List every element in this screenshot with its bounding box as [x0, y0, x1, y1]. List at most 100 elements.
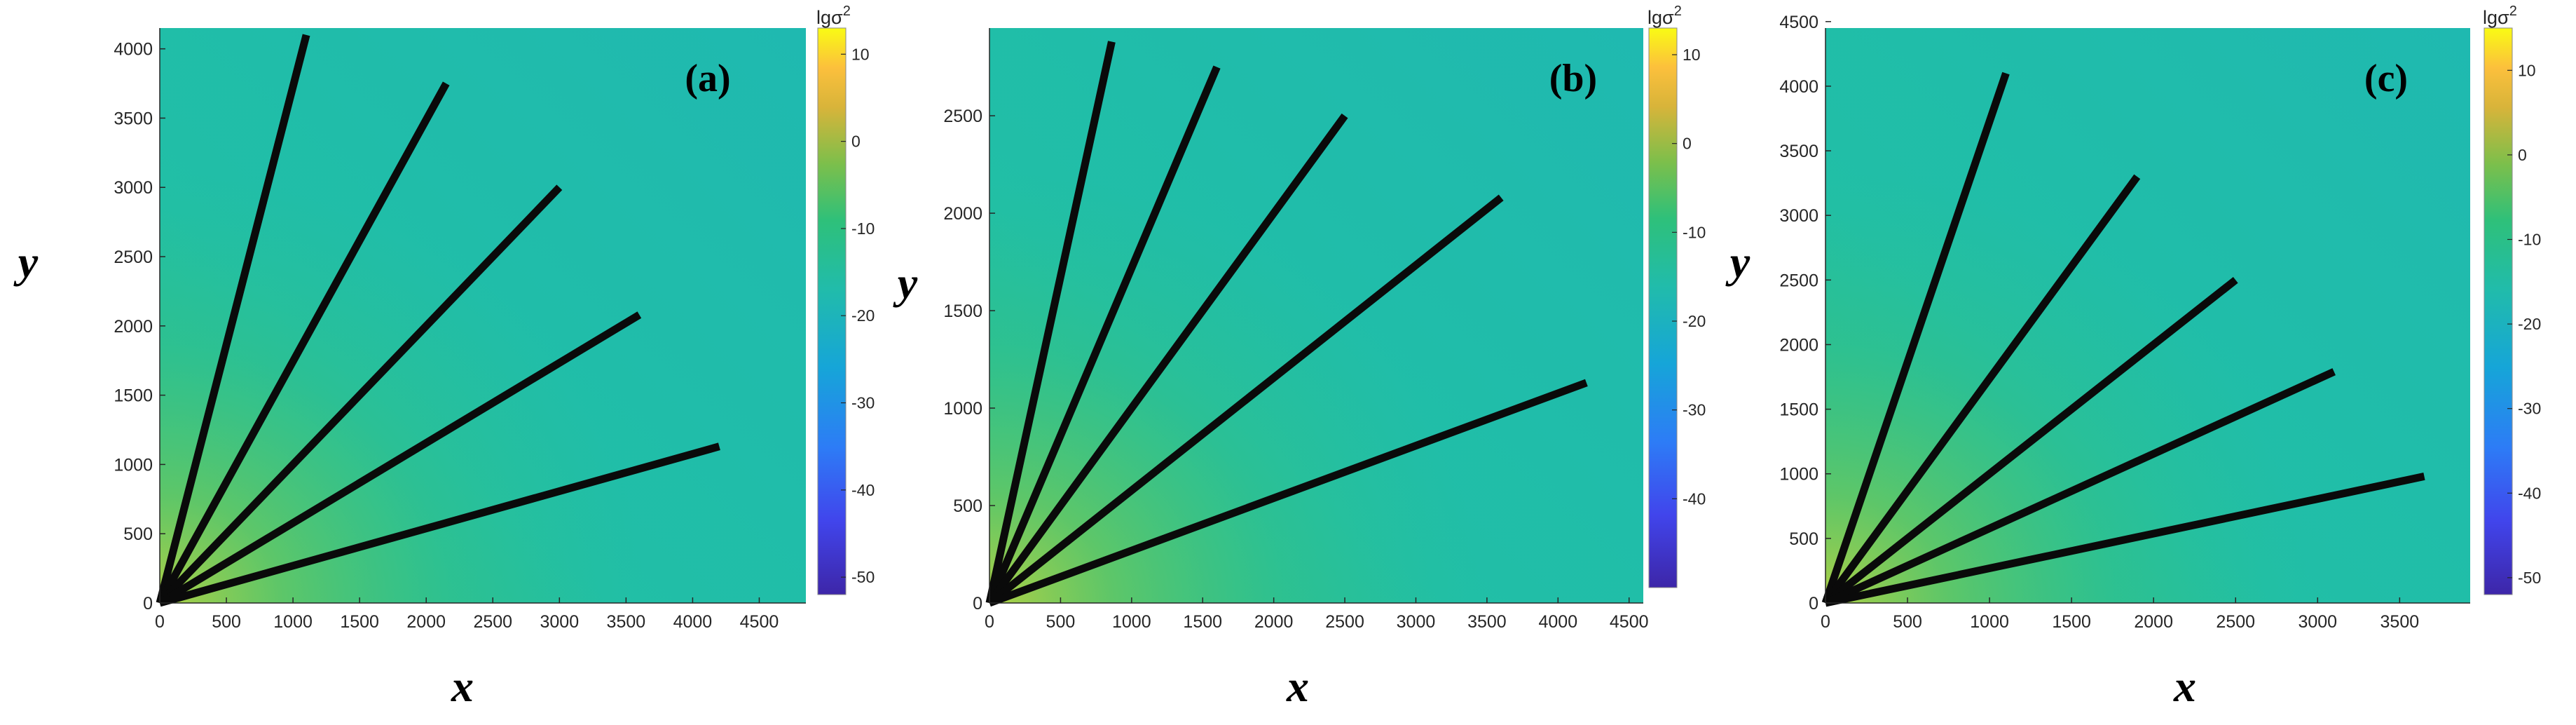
y-tick-label: 2500: [1779, 271, 1818, 290]
colorbar-tick-label: -30: [2518, 400, 2541, 418]
y-tick-label: 1000: [943, 399, 982, 419]
y-tick-label: 3500: [114, 109, 153, 128]
ray-line-1: [1821, 72, 2010, 604]
ray-line-1: [985, 41, 1116, 604]
y-tick-label: 1000: [1779, 465, 1818, 485]
ray-line-2: [985, 65, 1221, 605]
x-tick-label: 3500: [1467, 612, 1507, 632]
y-axis-label: y: [1725, 237, 1751, 287]
colorbar-tick-label: -40: [851, 481, 875, 499]
ray-line-2: [1822, 174, 2141, 606]
x-tick-label: 4500: [1610, 612, 1649, 632]
colorbar-title: lgσ2: [1647, 4, 1682, 28]
x-tick-label: 0: [155, 612, 165, 632]
colorbar-tick-label: -50: [851, 568, 875, 586]
x-axis-label: x: [1286, 661, 1309, 711]
colorbar-tick-label: 0: [1683, 135, 1692, 153]
panel-1: 0 500 1000 1500 2000 2500 3000 3500 4000 4500 0 500…: [13, 4, 875, 711]
y-tick-label: 2000: [1779, 335, 1818, 355]
x-tick-label: 4000: [1538, 612, 1577, 632]
colorbar-tick-label: -20: [2518, 315, 2541, 333]
y-tick-label: 3000: [114, 178, 153, 198]
y-tick-label: 1500: [114, 386, 153, 406]
y-axis-label: y: [13, 237, 39, 287]
ray-line-1: [156, 34, 310, 604]
panel-2: 0 500 1000 1500 2000 2500 3000 3500 4000 4500 0 500…: [893, 4, 1706, 711]
panel-label: (a): [685, 57, 730, 100]
colorbar: [817, 27, 847, 595]
y-tick-label: 3500: [1779, 142, 1818, 161]
x-tick-label: 2500: [2216, 612, 2255, 632]
y-tick-label: 4500: [1779, 13, 1818, 32]
y-tick-label: 2000: [114, 317, 153, 337]
colorbar-tick-label: -40: [1683, 489, 1706, 508]
x-tick-label: 2000: [1254, 612, 1294, 632]
x-tick-label: 3500: [2380, 612, 2420, 632]
colorbar-tick-label: -10: [1683, 223, 1706, 241]
y-tick-label: 2000: [943, 204, 982, 224]
y-tick-label: 0: [143, 594, 153, 614]
ray-line-5: [158, 442, 720, 607]
x-tick-label: 1500: [1183, 612, 1222, 632]
x-tick-label: 4500: [740, 612, 779, 632]
colorbar-tick-label: 0: [851, 133, 861, 151]
colorbar-tick-label: -30: [1683, 401, 1706, 419]
x-tick-label: 0: [1821, 612, 1830, 632]
colorbar-tick-label: -40: [2518, 484, 2541, 502]
x-tick-label: 500: [1893, 612, 1922, 632]
colorbar: [1648, 27, 1678, 588]
ray-line-5: [1824, 473, 2425, 607]
x-tick-label: 2500: [473, 612, 512, 632]
colorbar-tick-label: -10: [2518, 230, 2541, 248]
x-tick-label: 2500: [1325, 612, 1364, 632]
colorbar-tick-label: -20: [851, 306, 875, 325]
colorbar-tick-label: -20: [1683, 312, 1706, 330]
ray-line-4: [987, 194, 1504, 607]
x-axis-label: x: [451, 661, 474, 711]
x-tick-label: 1000: [273, 612, 313, 632]
colorbar-tick-label: -50: [2518, 569, 2541, 587]
y-tick-label: 0: [1809, 594, 1818, 614]
x-tick-label: 3000: [1397, 612, 1436, 632]
y-tick-label: 1500: [943, 301, 982, 321]
y-tick-label: 3000: [1779, 206, 1818, 226]
ray-line-3: [157, 184, 563, 606]
y-tick-label: 4000: [114, 40, 153, 60]
y-tick-label: 2500: [114, 248, 153, 267]
x-tick-label: 3000: [540, 612, 579, 632]
x-tick-label: 3000: [2298, 612, 2337, 632]
x-tick-label: 500: [1046, 612, 1076, 632]
y-tick-label: 2500: [943, 107, 982, 126]
panel-label: (c): [2364, 57, 2408, 100]
x-axis-label: x: [2173, 661, 2196, 711]
colorbar-tick-label: 0: [2518, 146, 2527, 164]
y-tick-label: 500: [123, 524, 153, 544]
y-tick-label: 1000: [114, 455, 153, 475]
x-tick-label: 1000: [1970, 612, 2009, 632]
colorbar-tick-label: -10: [851, 219, 875, 238]
y-tick-label: 0: [973, 594, 982, 614]
y-tick-label: 500: [1789, 529, 1818, 549]
y-axis-label: y: [893, 258, 918, 308]
ray-line-3: [1823, 277, 2238, 607]
field-hotspot: [989, 172, 1480, 603]
x-tick-label: 4000: [673, 612, 713, 632]
ray-line-3: [986, 113, 1348, 606]
x-tick-label: 500: [212, 612, 241, 632]
colorbar-tick-label: 10: [2518, 61, 2536, 79]
x-tick-label: 2000: [406, 612, 446, 632]
colorbar-tick-label: -30: [851, 394, 875, 412]
x-tick-label: 2000: [2134, 612, 2173, 632]
panel-3: 0 500 1000 1500 2000 2500 3000 3500 0 500 1000 1500…: [1725, 4, 2541, 711]
x-tick-label: 0: [985, 612, 994, 632]
ray-line-2: [156, 81, 450, 605]
colorbar-tick-label: 10: [1683, 46, 1701, 64]
x-tick-label: 1000: [1112, 612, 1151, 632]
x-tick-label: 3500: [607, 612, 646, 632]
ray-line-4: [1823, 368, 2336, 607]
y-tick-label: 4000: [1779, 77, 1818, 97]
field-hotspot: [160, 172, 645, 603]
ray-line-5: [988, 379, 1588, 607]
x-tick-label: 1500: [2052, 612, 2091, 632]
